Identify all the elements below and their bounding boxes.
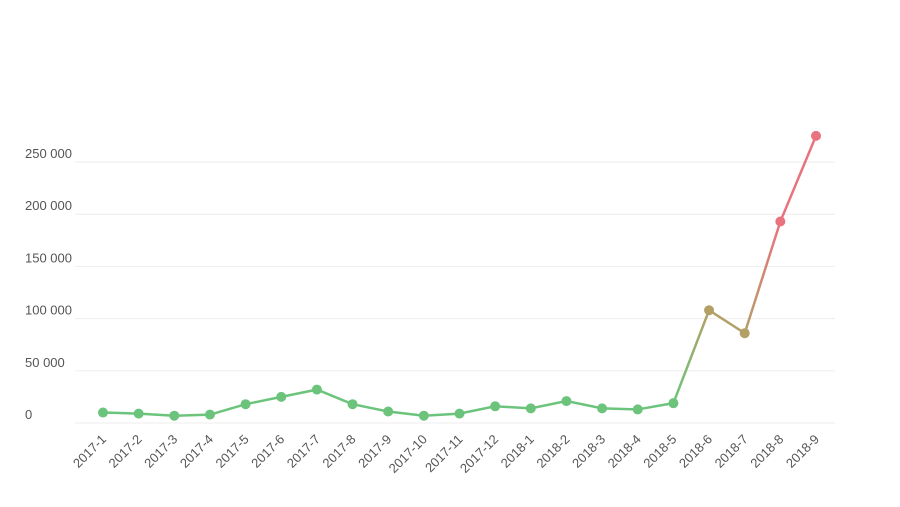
data-point: [454, 408, 465, 419]
x-tick-label: 2017-5: [212, 432, 251, 471]
x-tick-label: 2018-9: [783, 432, 822, 471]
x-tick-label: 2018-5: [640, 432, 679, 471]
data-point: [383, 406, 394, 417]
data-point: [169, 410, 180, 421]
x-tick-label: 2017-6: [248, 432, 287, 471]
x-tick-label: 2018-3: [569, 432, 608, 471]
y-tick-label: 250 000: [25, 146, 72, 161]
data-point: [490, 401, 501, 412]
x-tick-label: 2017-2: [106, 432, 145, 471]
data-point: [98, 407, 108, 418]
data-point: [418, 410, 429, 421]
y-tick-label: 50 000: [25, 355, 65, 370]
data-point: [276, 391, 287, 402]
data-point: [204, 409, 215, 420]
x-tick-label: 2018-8: [747, 432, 786, 471]
data-point: [739, 328, 750, 339]
data-point: [811, 130, 821, 141]
data-point: [347, 399, 358, 410]
y-tick-label: 100 000: [25, 303, 72, 318]
data-point: [597, 403, 608, 414]
data-point: [775, 216, 786, 227]
data-point: [561, 396, 572, 407]
y-tick-label: 200 000: [25, 198, 72, 213]
x-tick-label: 2018-2: [533, 432, 572, 471]
x-tick-label: 2018-7: [712, 432, 751, 471]
y-tick-label: 0: [25, 407, 32, 422]
x-tick-label: 2017-8: [319, 432, 358, 471]
x-tick-label: 2018-1: [498, 432, 537, 471]
x-tick-label: 2017-1: [70, 432, 109, 471]
x-tick-label: 2018-6: [676, 432, 715, 471]
y-tick-label: 150 000: [25, 250, 72, 265]
data-point: [525, 403, 536, 414]
data-point: [632, 404, 643, 415]
x-tick-label: 2017-4: [177, 432, 216, 471]
data-point: [133, 408, 144, 419]
data-line: [102, 135, 818, 417]
x-tick-label: 2018-4: [605, 432, 644, 471]
x-tick-label: 2017-10: [386, 432, 430, 476]
x-tick-label: 2017-12: [457, 432, 501, 476]
data-point: [240, 399, 251, 410]
x-tick-label: 2017-7: [284, 432, 323, 471]
data-point: [668, 398, 679, 409]
x-tick-label: 2017-3: [141, 432, 180, 471]
data-point: [311, 384, 322, 395]
data-point: [704, 305, 715, 316]
